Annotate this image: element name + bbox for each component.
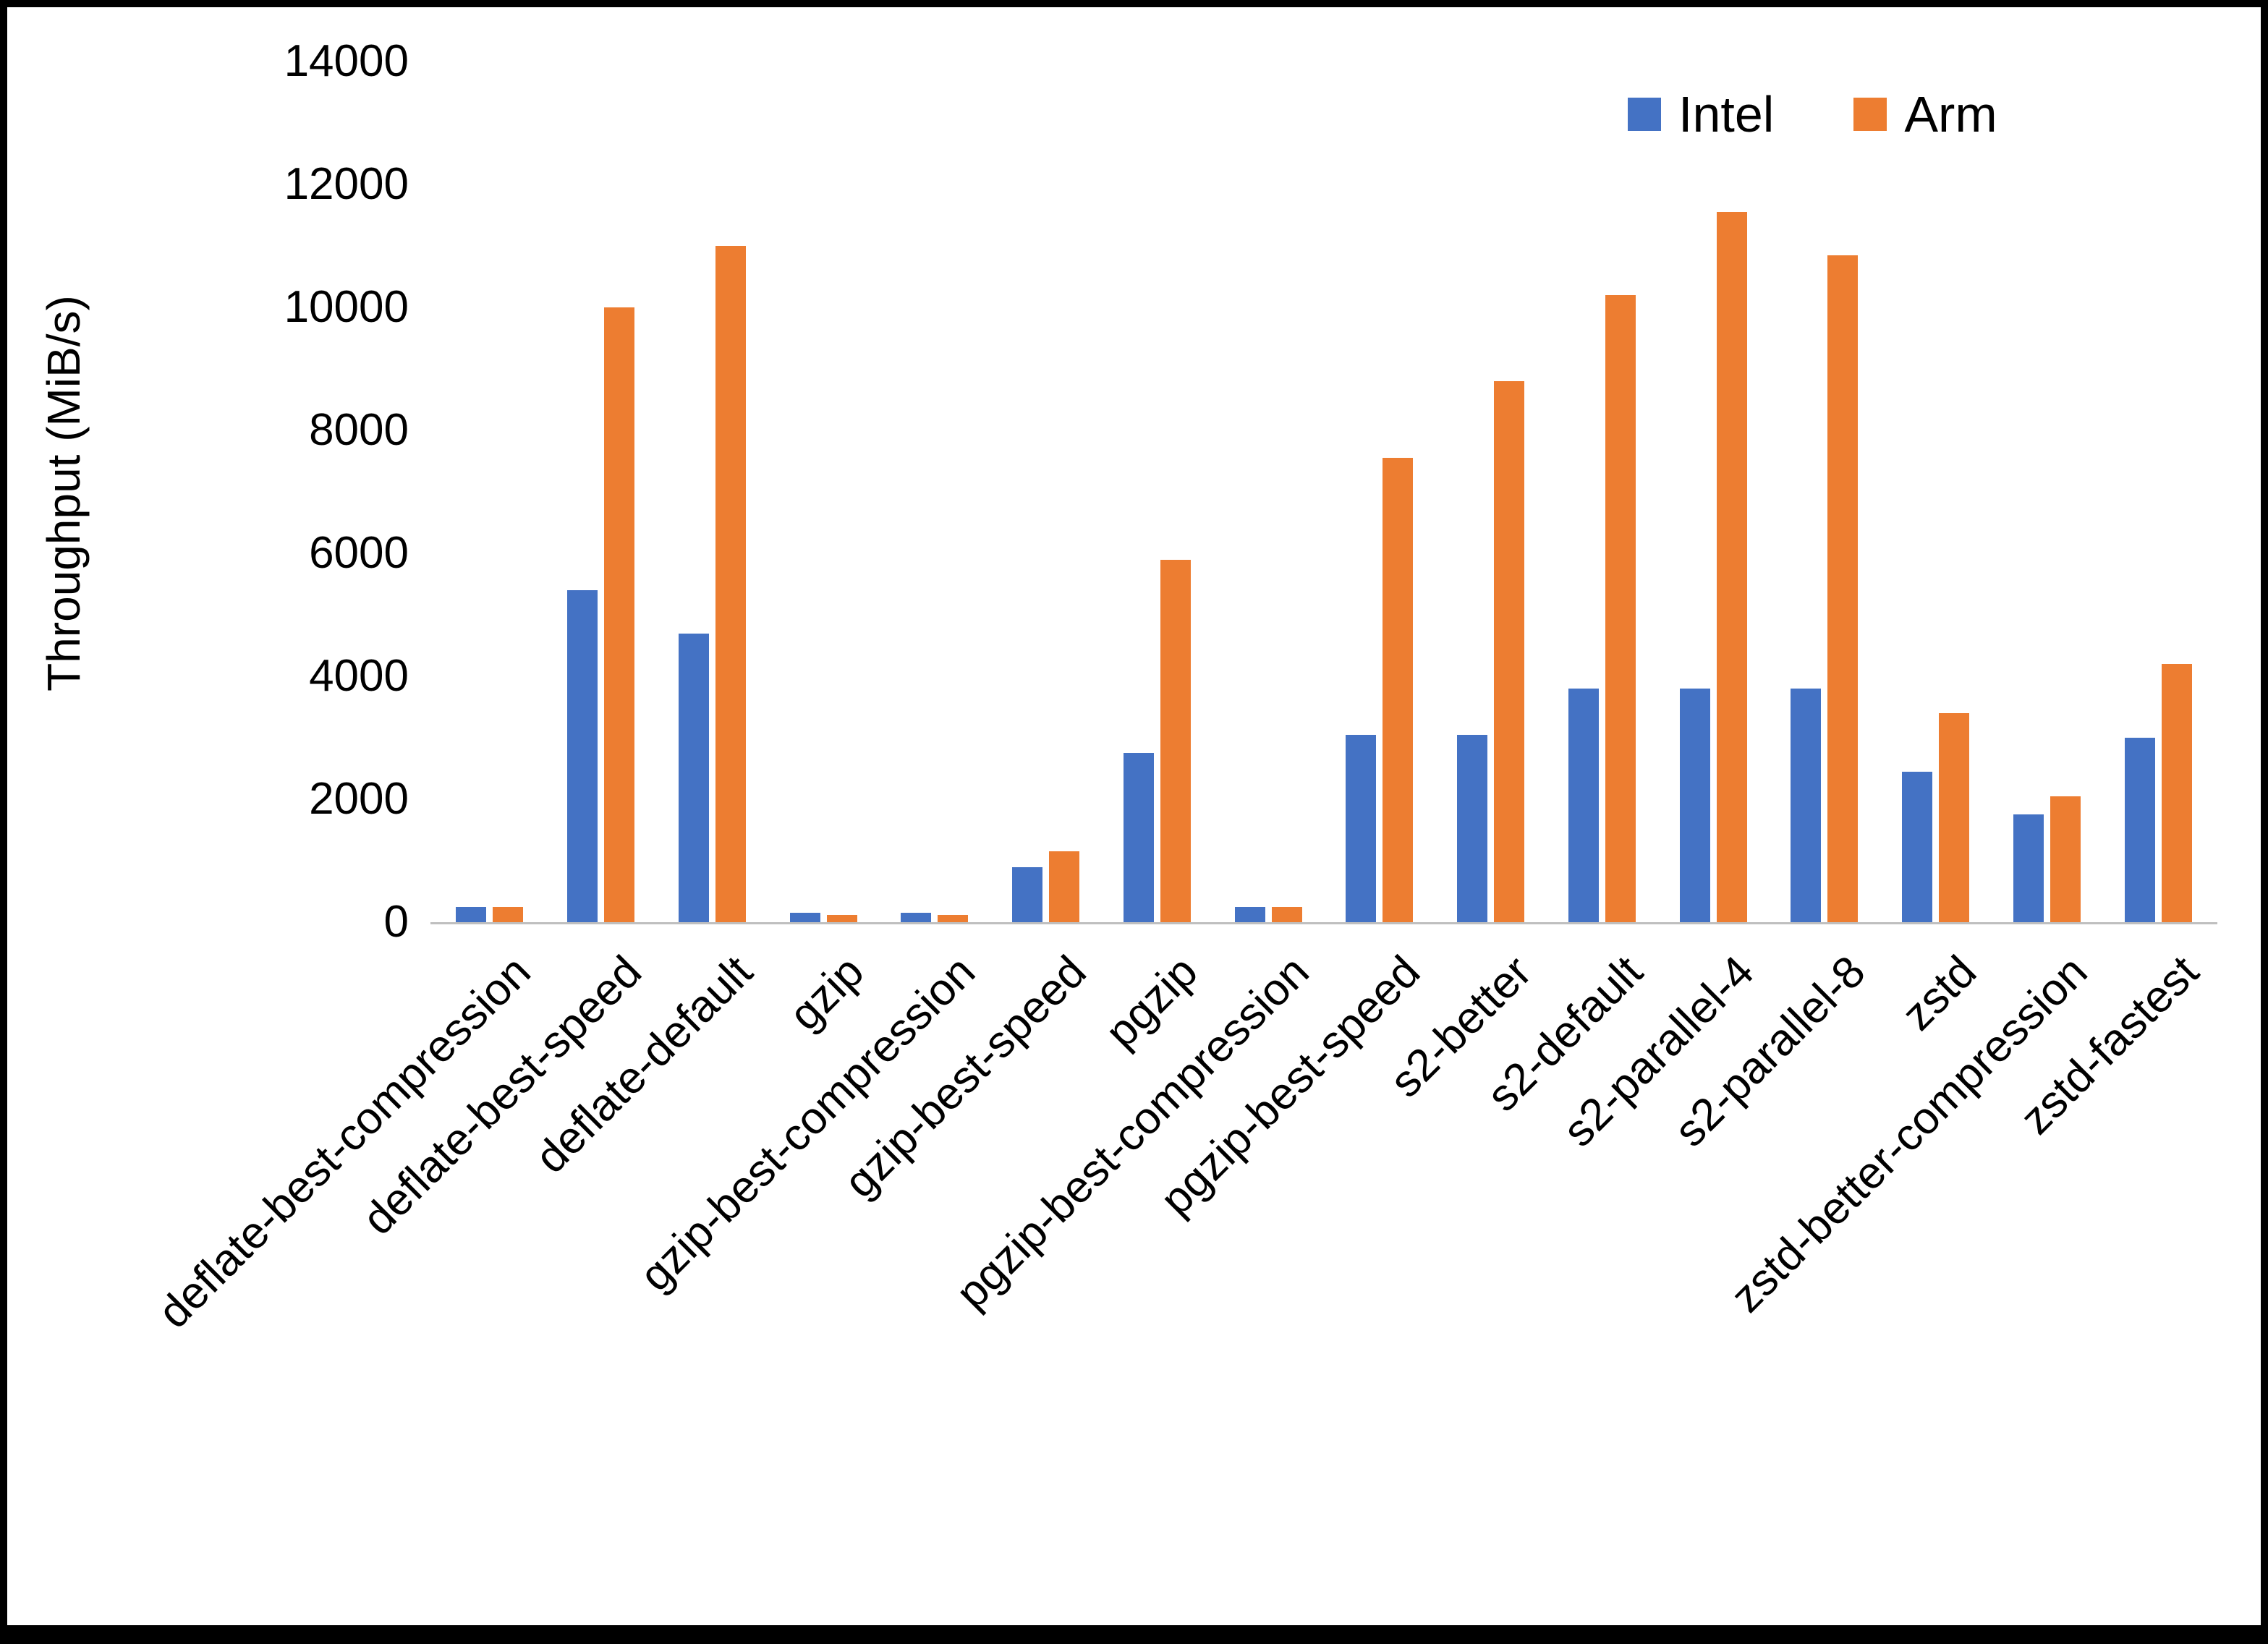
bar-arm bbox=[1494, 381, 1525, 922]
bar-group bbox=[1547, 61, 1658, 922]
bar-group bbox=[1212, 61, 1324, 922]
bar-intel bbox=[789, 913, 820, 922]
bar-intel bbox=[678, 633, 709, 922]
y-tick-label: 10000 bbox=[284, 282, 409, 332]
x-axis-category-label: gzip bbox=[780, 946, 874, 1040]
bar-intel bbox=[1457, 734, 1488, 922]
bar-arm bbox=[938, 914, 969, 922]
y-axis-title: Throughput (MiB/s) bbox=[38, 295, 90, 691]
bar-intel bbox=[1012, 866, 1043, 922]
bar-group bbox=[1435, 61, 1547, 922]
bar-arm bbox=[1827, 255, 1859, 922]
y-tick-label: 8000 bbox=[309, 405, 409, 455]
bar-intel bbox=[1123, 753, 1154, 922]
bar-arm bbox=[715, 246, 746, 922]
bar-arm bbox=[1939, 713, 1970, 922]
y-tick-label: 12000 bbox=[284, 159, 409, 209]
legend-item-arm: Arm bbox=[1853, 85, 1997, 143]
bar-intel bbox=[1679, 689, 1710, 922]
bar-group bbox=[1324, 61, 1435, 922]
bar-intel bbox=[1568, 689, 1599, 922]
bar-arm bbox=[493, 906, 524, 922]
bar-group bbox=[657, 61, 768, 922]
bar-arm bbox=[604, 307, 635, 922]
bar-arm bbox=[1383, 458, 1414, 922]
bar-group bbox=[1880, 61, 1992, 922]
legend: Intel Arm bbox=[1628, 85, 1997, 143]
bar-intel bbox=[567, 590, 598, 922]
y-tick-label: 4000 bbox=[309, 651, 409, 701]
legend-swatch-icon bbox=[1853, 98, 1887, 131]
bar-group bbox=[1102, 61, 1213, 922]
bar-arm bbox=[1049, 851, 1080, 922]
bar-group bbox=[1657, 61, 1769, 922]
x-axis-line bbox=[430, 922, 2217, 924]
bar-arm bbox=[1716, 212, 1747, 922]
legend-item-intel: Intel bbox=[1628, 85, 1774, 143]
bar-arm bbox=[1605, 295, 1636, 922]
plot-area bbox=[434, 61, 2214, 922]
y-tick-label: 6000 bbox=[309, 528, 409, 578]
y-tick-label: 14000 bbox=[284, 36, 409, 86]
bar-arm bbox=[2050, 796, 2081, 922]
bar-intel bbox=[1902, 771, 1933, 922]
bar-arm bbox=[2161, 664, 2192, 922]
bar-group bbox=[990, 61, 1102, 922]
bar-intel bbox=[1234, 906, 1265, 922]
bar-arm bbox=[1160, 559, 1191, 922]
bar-arm bbox=[1271, 906, 1302, 922]
y-tick-label: 2000 bbox=[309, 774, 409, 824]
bar-intel bbox=[456, 906, 487, 922]
legend-swatch-icon bbox=[1628, 98, 1661, 131]
bar-group bbox=[879, 61, 990, 922]
bar-intel bbox=[901, 913, 932, 922]
bar-group bbox=[2102, 61, 2214, 922]
bar-intel bbox=[1791, 689, 1822, 922]
bar-arm bbox=[826, 914, 857, 922]
bar-group bbox=[545, 61, 657, 922]
legend-label: Arm bbox=[1904, 86, 1997, 142]
bar-group bbox=[768, 61, 879, 922]
bar-group bbox=[1769, 61, 1880, 922]
bar-group bbox=[434, 61, 545, 922]
legend-label: Intel bbox=[1678, 86, 1775, 142]
x-axis-category-label: zstd bbox=[1892, 946, 1987, 1040]
y-tick-label: 0 bbox=[383, 897, 409, 947]
bar-intel bbox=[2124, 738, 2155, 922]
bar-group bbox=[1992, 61, 2103, 922]
bar-intel bbox=[2013, 814, 2044, 922]
bar-intel bbox=[1346, 734, 1377, 922]
